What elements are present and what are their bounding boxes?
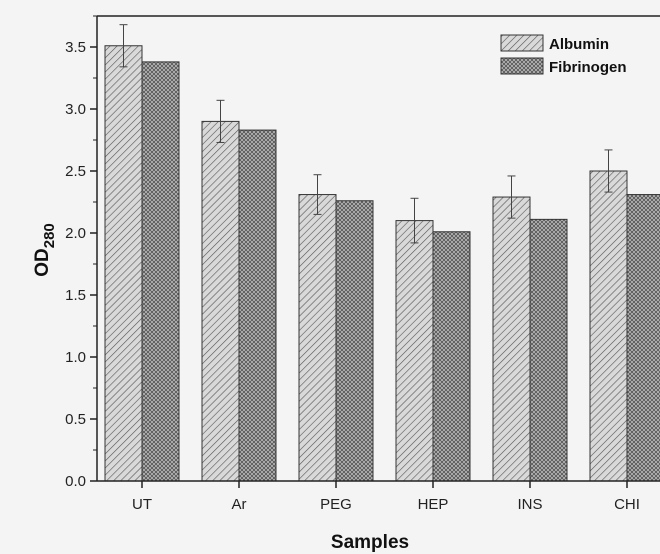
- bars-group: [104, 45, 660, 482]
- bar-fibrinogen-peg: [335, 200, 374, 482]
- y-axis-title-sub: 280: [41, 223, 58, 248]
- x-tick-label: UT: [132, 496, 152, 513]
- bar-albumin-chi: [589, 170, 628, 482]
- x-tick-label: PEG: [320, 496, 352, 513]
- legend-label-fibrinogen: Fibrinogen: [549, 59, 627, 76]
- y-axis-title-main: OD: [32, 248, 53, 277]
- y-axis-title: OD280: [32, 223, 58, 277]
- y-tick-label: 3.5: [65, 39, 86, 56]
- x-ticks-group: UT Ar PEG HEP INS CHI: [132, 481, 640, 513]
- bar-fibrinogen-chi: [626, 194, 660, 482]
- bar-fibrinogen-hep: [432, 231, 471, 482]
- bar-albumin-hep: [395, 220, 434, 482]
- bar-fibrinogen-ins: [529, 218, 568, 482]
- bar-fibrinogen-ut: [141, 61, 180, 482]
- y-tick-label: 1.5: [65, 287, 86, 304]
- y-ticks-group: 0.0 0.5 1.0 1.5 2.0 2.5 3.0 3.5: [65, 15, 97, 490]
- x-tick-label: HEP: [418, 496, 449, 513]
- y-tick-label: 3.0: [65, 101, 86, 118]
- legend: Albumin Fibrinogen: [500, 34, 627, 76]
- plot-area: [97, 16, 660, 481]
- y-tick-label: 0.0: [65, 473, 86, 490]
- bar-albumin-ut: [104, 45, 143, 482]
- y-tick-label: 2.5: [65, 163, 86, 180]
- legend-swatch-albumin: [500, 34, 544, 52]
- legend-swatch-fibrinogen: [500, 57, 544, 75]
- bar-albumin-ar: [201, 120, 240, 482]
- error-bars-group: [119, 24, 613, 244]
- y-tick-label: 1.0: [65, 349, 86, 366]
- bar-albumin-ins: [492, 196, 531, 482]
- y-tick-label: 2.0: [65, 225, 86, 242]
- bar-fibrinogen-ar: [238, 129, 277, 482]
- x-tick-label: CHI: [614, 496, 640, 513]
- x-tick-label: Ar: [232, 496, 247, 513]
- y-tick-label: 0.5: [65, 411, 86, 428]
- x-tick-label: INS: [517, 496, 542, 513]
- x-axis-title: Samples: [331, 532, 409, 553]
- legend-label-albumin: Albumin: [549, 36, 609, 53]
- bar-albumin-peg: [298, 194, 337, 482]
